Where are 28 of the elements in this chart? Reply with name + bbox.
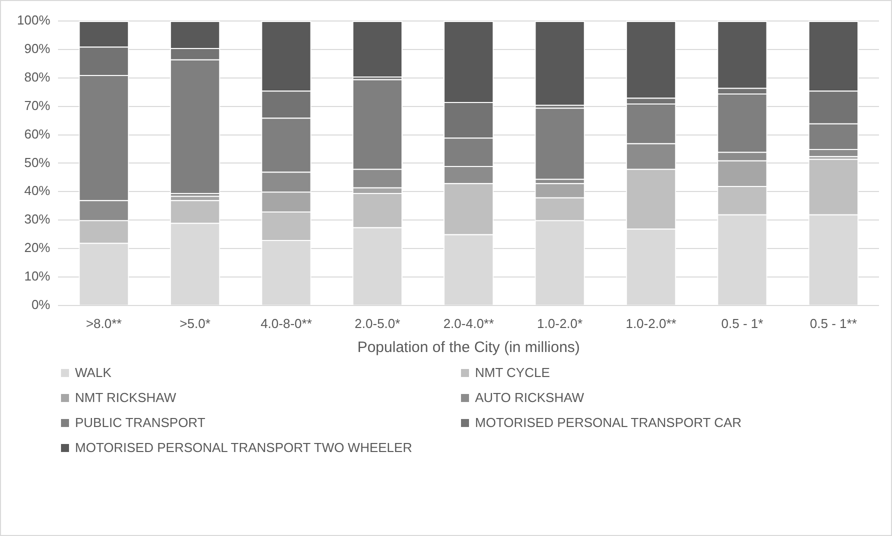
x-tick-label: 0.5 - 1** [810, 316, 857, 331]
x-tick-label: 1.0-2.0** [626, 316, 676, 331]
legend-label: MOTORISED PERSONAL TRANSPORT TWO WHEELER [75, 440, 412, 455]
legend-label: AUTO RICKSHAW [475, 390, 584, 405]
y-tick-label: 50% [24, 154, 51, 170]
legend-label: NMT CYCLE [475, 365, 550, 380]
x-tick-label: 2.0-4.0** [443, 316, 494, 331]
x-tick-label: 0.5 - 1* [721, 316, 764, 331]
y-tick-label: 60% [24, 126, 51, 142]
legend-label: WALK [75, 365, 112, 380]
y-tick-label: 70% [24, 98, 51, 113]
y-tick-label: 90% [24, 41, 51, 56]
x-tick-label: >5.0* [180, 316, 210, 331]
y-tick-label: 30% [24, 212, 51, 227]
y-tick-label: 10% [24, 268, 51, 284]
y-tick-label: 80% [24, 69, 51, 84]
y-tick-label: 0% [31, 296, 51, 312]
x-tick-label: 4.0-8-0** [260, 316, 312, 331]
x-axis-title: Population of the City (in millions) [357, 339, 580, 356]
x-tick-label: 2.0-5.0* [354, 316, 400, 331]
y-tick-label: 20% [24, 240, 51, 256]
y-tick-label: 40% [24, 183, 51, 198]
legend-label: MOTORISED PERSONAL TRANSPORT CAR [475, 415, 742, 430]
legend-label: PUBLIC TRANSPORT [75, 415, 206, 430]
x-tick-label: >8.0** [86, 316, 122, 331]
y-tick-label: 100% [17, 12, 51, 28]
legend-label: NMT RICKSHAW [75, 390, 176, 405]
x-tick-label: 1.0-2.0* [537, 316, 583, 331]
